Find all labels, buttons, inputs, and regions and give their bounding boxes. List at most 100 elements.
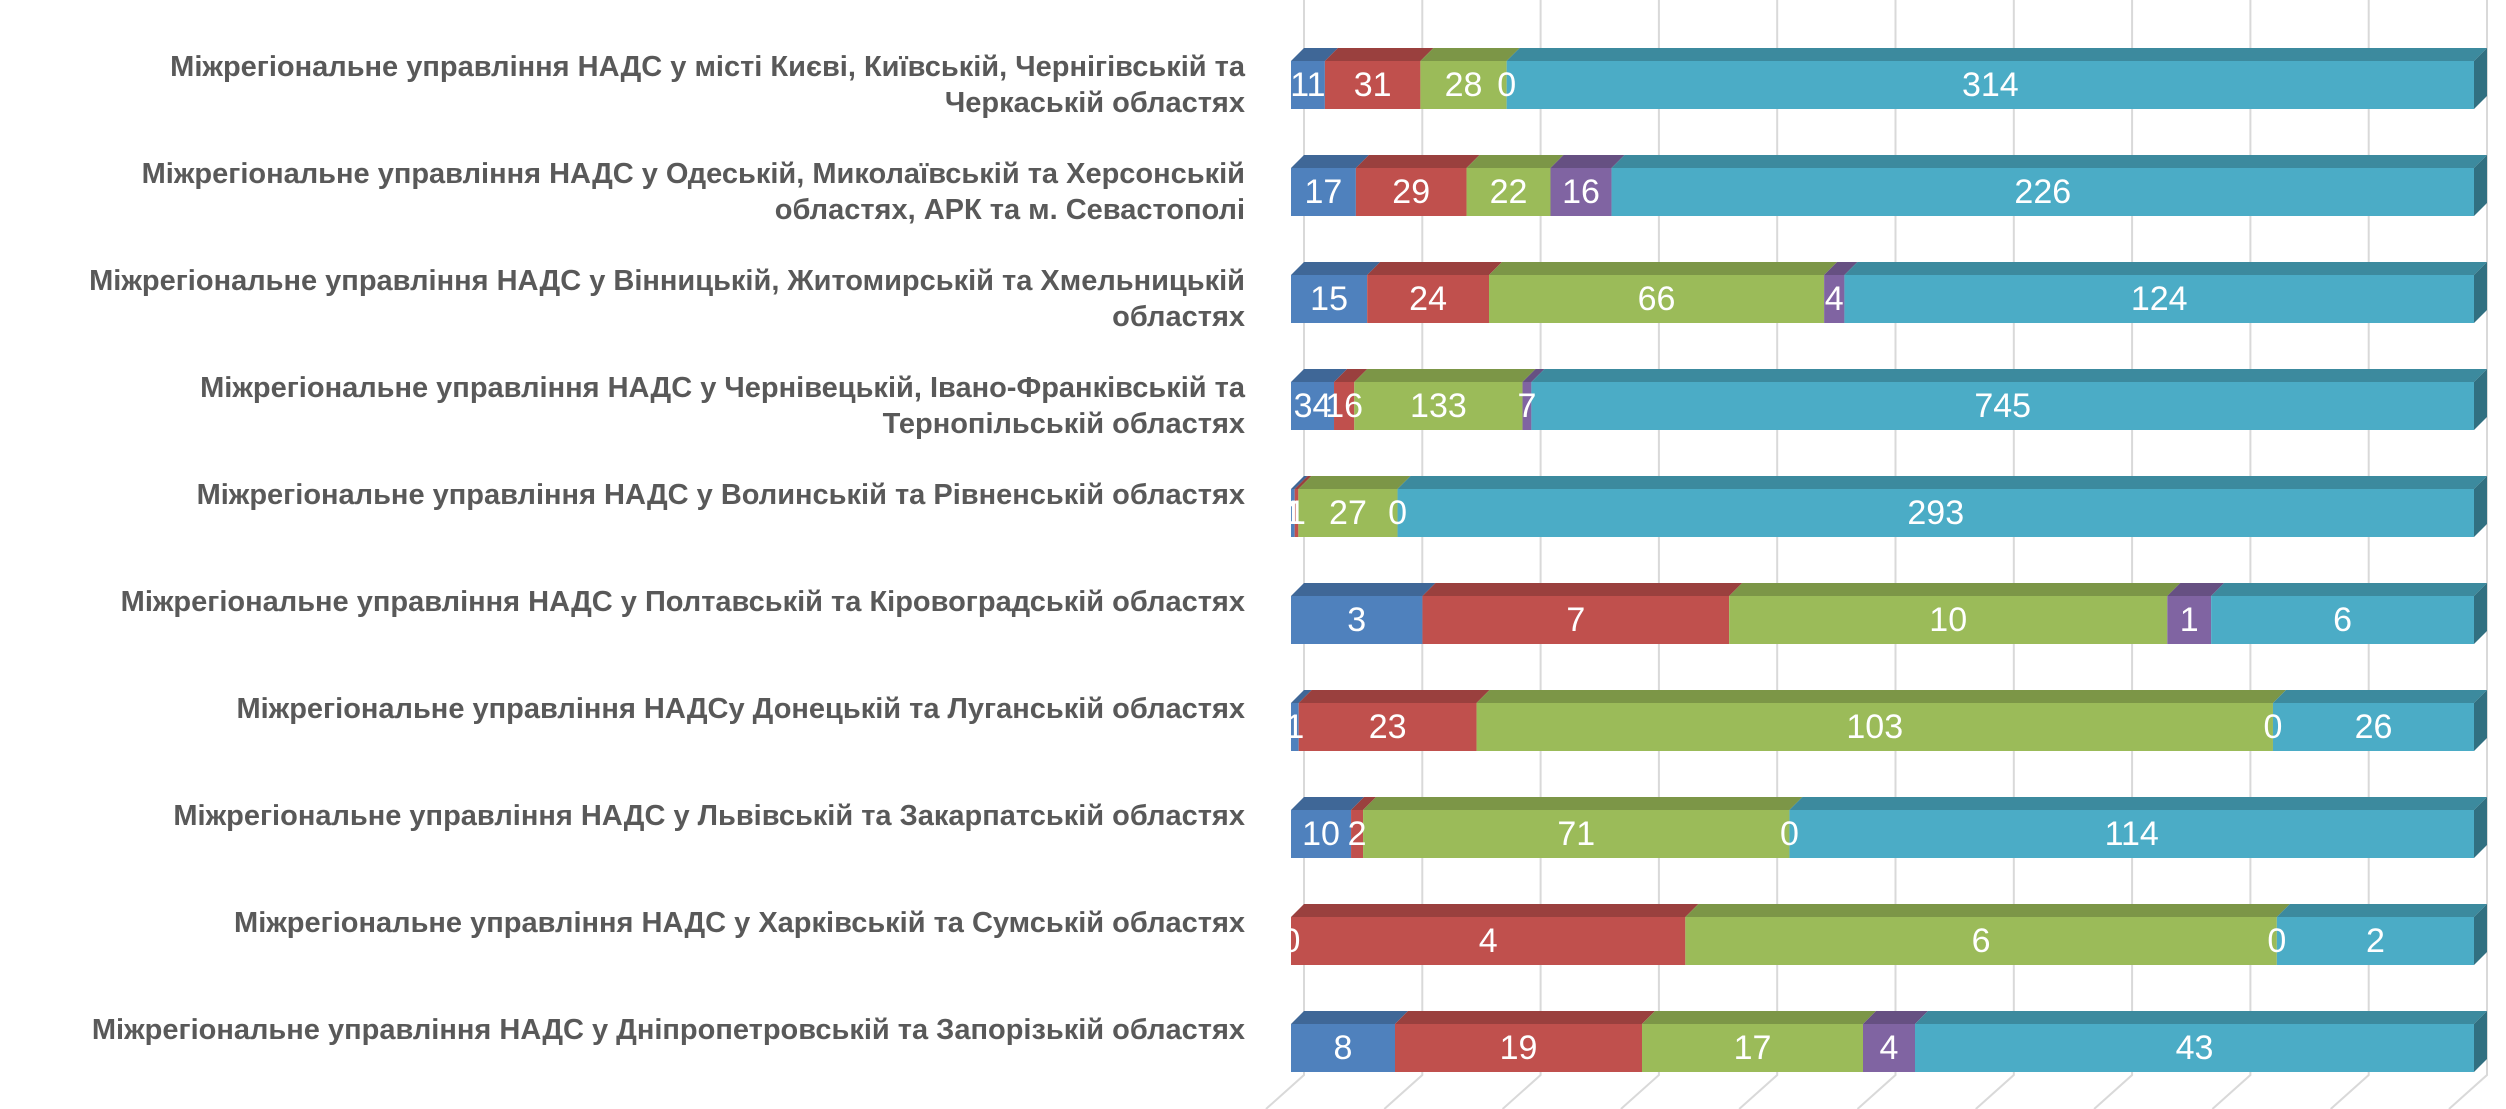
- bar-top: [2167, 583, 2225, 596]
- data-label: 17: [1734, 1029, 1772, 1067]
- data-label: 0: [2267, 922, 2286, 960]
- bar: [2272, 703, 2474, 751]
- bar-side: [2474, 583, 2487, 644]
- bar: [1863, 1024, 1915, 1072]
- data-label: 1: [1287, 494, 1306, 532]
- bar: [1363, 810, 1790, 858]
- bar-top: [1611, 155, 2487, 168]
- bar: [1291, 168, 1356, 216]
- bar-top: [2272, 690, 2487, 703]
- data-label: 124: [2131, 280, 2188, 318]
- bar: [1550, 168, 1612, 216]
- bar-top: [1298, 690, 1490, 703]
- bar-top: [1291, 155, 1369, 168]
- bar: [1354, 382, 1523, 430]
- category-label: Міжрегіональне управління НАДС у Львівсь…: [173, 800, 1245, 832]
- bar: [2276, 917, 2474, 965]
- bar: [1334, 382, 1355, 430]
- bar-top: [2276, 904, 2487, 917]
- data-label: 7: [1518, 387, 1537, 425]
- data-label: 11: [1290, 66, 1325, 104]
- data-label: 2: [2366, 922, 2385, 960]
- data-label: 10: [1302, 815, 1340, 853]
- data-label: 3: [1347, 601, 1366, 639]
- category-label: Міжрегіональне управління НАДС у Черніве…: [200, 372, 1245, 440]
- grid-line: [2448, 0, 2488, 1109]
- data-label: 1: [2180, 601, 2199, 639]
- grid-line: [1501, 0, 1542, 1109]
- data-label: 31: [1354, 66, 1392, 104]
- bar-top: [1291, 797, 1365, 810]
- bar: [1298, 489, 1398, 537]
- category-label: Міжрегіональне управління НАДС у Вінниць…: [89, 265, 1245, 333]
- grid-line: [2093, 0, 2134, 1109]
- bar-top: [1729, 583, 2181, 596]
- data-label: 71: [1557, 815, 1595, 853]
- grid-line: [1383, 0, 1424, 1109]
- bar: [1291, 596, 1423, 644]
- bar: [1291, 489, 1295, 537]
- data-label: 34: [1294, 387, 1332, 425]
- data-label: 293: [1907, 494, 1964, 532]
- data-label: 15: [1310, 280, 1348, 318]
- bar-top: [1291, 369, 1348, 382]
- bar-top: [1506, 48, 2487, 61]
- bar-top: [1915, 1011, 2487, 1024]
- bar: [1291, 275, 1368, 323]
- bar: [1915, 1024, 2474, 1072]
- category-label: Міжрегіональне управління НАДС у Харківс…: [234, 907, 1245, 939]
- data-label: 19: [1500, 1029, 1538, 1067]
- bar-top: [1489, 262, 1838, 275]
- data-label: 16: [1562, 173, 1600, 211]
- bar-top: [1420, 48, 1520, 61]
- bar-side: [2474, 904, 2487, 965]
- grid-line: [1738, 0, 1779, 1109]
- data-label: 133: [1410, 387, 1467, 425]
- grid-line: [2211, 0, 2252, 1109]
- bar: [1642, 1024, 1863, 1072]
- data-label: 4: [1479, 922, 1498, 960]
- data-label: 26: [2355, 708, 2393, 746]
- bar-top: [1395, 1011, 1655, 1024]
- data-label: 0: [1388, 494, 1407, 532]
- bar-top: [1298, 476, 1411, 489]
- bar: [2211, 596, 2474, 644]
- bar: [1351, 810, 1364, 858]
- bar: [1844, 275, 2474, 323]
- bar-top: [1789, 797, 2487, 810]
- grid-line: [1620, 0, 1660, 1109]
- bar: [1522, 382, 1532, 430]
- bar-side: [2474, 262, 2487, 323]
- bar: [1422, 596, 1730, 644]
- bar-top: [1466, 155, 1564, 168]
- data-label: 745: [1974, 387, 2031, 425]
- bar: [1395, 1024, 1642, 1072]
- category-label: Міжрегіональне управління НАДС у Дніпроп…: [91, 1014, 1245, 1046]
- bar-top: [1522, 369, 1545, 382]
- bar: [1466, 168, 1551, 216]
- bar: [1685, 917, 2277, 965]
- bar-top: [1531, 369, 2487, 382]
- data-label: 24: [1409, 280, 1447, 318]
- bar: [1291, 1024, 1395, 1072]
- data-label: 2: [1348, 815, 1367, 853]
- bar-side: [2474, 369, 2487, 430]
- bar: [1291, 61, 1325, 109]
- data-label: 4: [1825, 280, 1844, 318]
- bar-top: [1291, 904, 1699, 917]
- bar: [1291, 703, 1299, 751]
- bar: [1789, 810, 2474, 858]
- bar-side: [2474, 155, 2487, 216]
- bar-top: [1844, 262, 2487, 275]
- data-label: 7: [1566, 601, 1585, 639]
- bar-top: [1291, 262, 1381, 275]
- bar: [1824, 275, 1845, 323]
- data-label: 27: [1329, 494, 1367, 532]
- grid-line: [1265, 0, 1305, 1109]
- bar: [1729, 596, 2168, 644]
- bar: [1294, 489, 1299, 537]
- bar-top: [1294, 476, 1312, 489]
- bar-top: [1863, 1011, 1928, 1024]
- data-label: 1: [1285, 708, 1304, 746]
